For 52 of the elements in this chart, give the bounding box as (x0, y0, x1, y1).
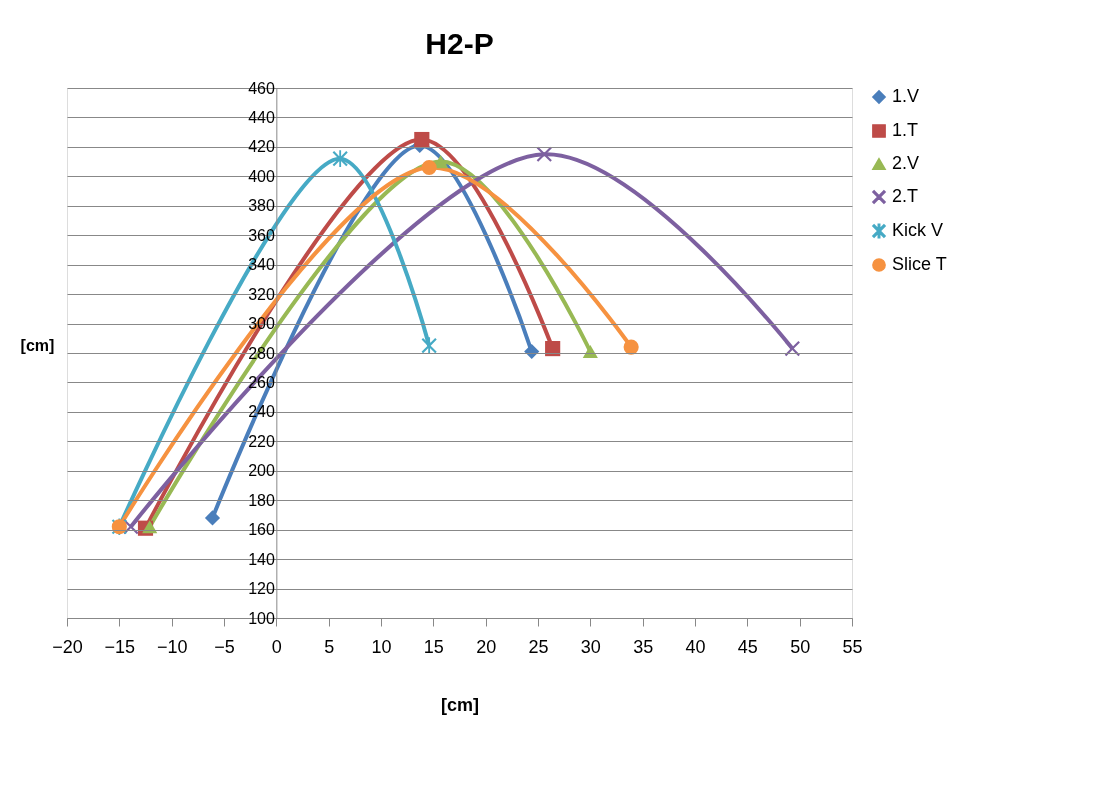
x-tick-label: 55 (842, 636, 863, 657)
x-tick-label: −5 (214, 636, 235, 657)
point (414, 131, 430, 148)
point (421, 337, 437, 354)
x-tick-label: 30 (580, 636, 601, 657)
y-tick-label: 100 (248, 609, 275, 627)
x-tick-label: 5 (324, 636, 335, 657)
y-tick-label: 240 (248, 403, 275, 421)
y-tick-label: 280 (248, 344, 275, 362)
x-tick-label: 25 (528, 636, 549, 657)
y-tick-label: 380 (248, 197, 275, 215)
legend-label: Kick V (892, 220, 944, 240)
y-tick-label: 180 (248, 491, 275, 509)
x-tick-label: 40 (685, 636, 706, 657)
x-tick-label: 10 (371, 636, 392, 657)
point (623, 339, 639, 355)
y-tick-label: 300 (248, 315, 275, 333)
y-tick-label: 120 (248, 580, 275, 598)
y-tick-label: 420 (248, 138, 275, 156)
y-tick-label: 140 (248, 550, 275, 568)
x-tick-label: −20 (52, 636, 83, 657)
legend-label: 1.V (892, 86, 920, 106)
y-tick-label: 200 (248, 462, 275, 480)
x-tick-label: 50 (790, 636, 811, 657)
x-tick-label: −10 (156, 636, 188, 657)
y-tick-label: 440 (248, 108, 275, 126)
x-axis-title: [cm] (440, 694, 480, 715)
legend-label: 1.T (892, 120, 919, 140)
point (545, 341, 561, 357)
point (204, 510, 221, 526)
legend-label: Slice T (892, 254, 947, 274)
x-tick-label: 15 (423, 636, 444, 657)
y-tick-label: 320 (248, 285, 275, 303)
point (332, 150, 348, 168)
point (536, 146, 552, 162)
x-tick-label: 45 (737, 636, 758, 657)
x-tick-label: 0 (271, 636, 282, 657)
legend-label: 2.T (892, 186, 919, 206)
y-tick-label: 340 (248, 256, 275, 274)
chart-title: H2-P (425, 27, 494, 60)
x-tick-label: −15 (104, 636, 136, 657)
x-tick-label: 35 (633, 636, 654, 657)
y-tick-label: 360 (248, 226, 275, 244)
x-tick-label: 20 (476, 636, 497, 657)
point (421, 159, 437, 176)
y-tick-label: 400 (248, 167, 275, 185)
y-axis-title: [cm] (20, 336, 55, 354)
y-tick-label: 460 (248, 79, 275, 97)
legend-label: 2.V (892, 153, 920, 173)
y-tick-label: 220 (248, 432, 275, 450)
y-tick-label: 160 (248, 521, 275, 539)
point (784, 341, 800, 357)
